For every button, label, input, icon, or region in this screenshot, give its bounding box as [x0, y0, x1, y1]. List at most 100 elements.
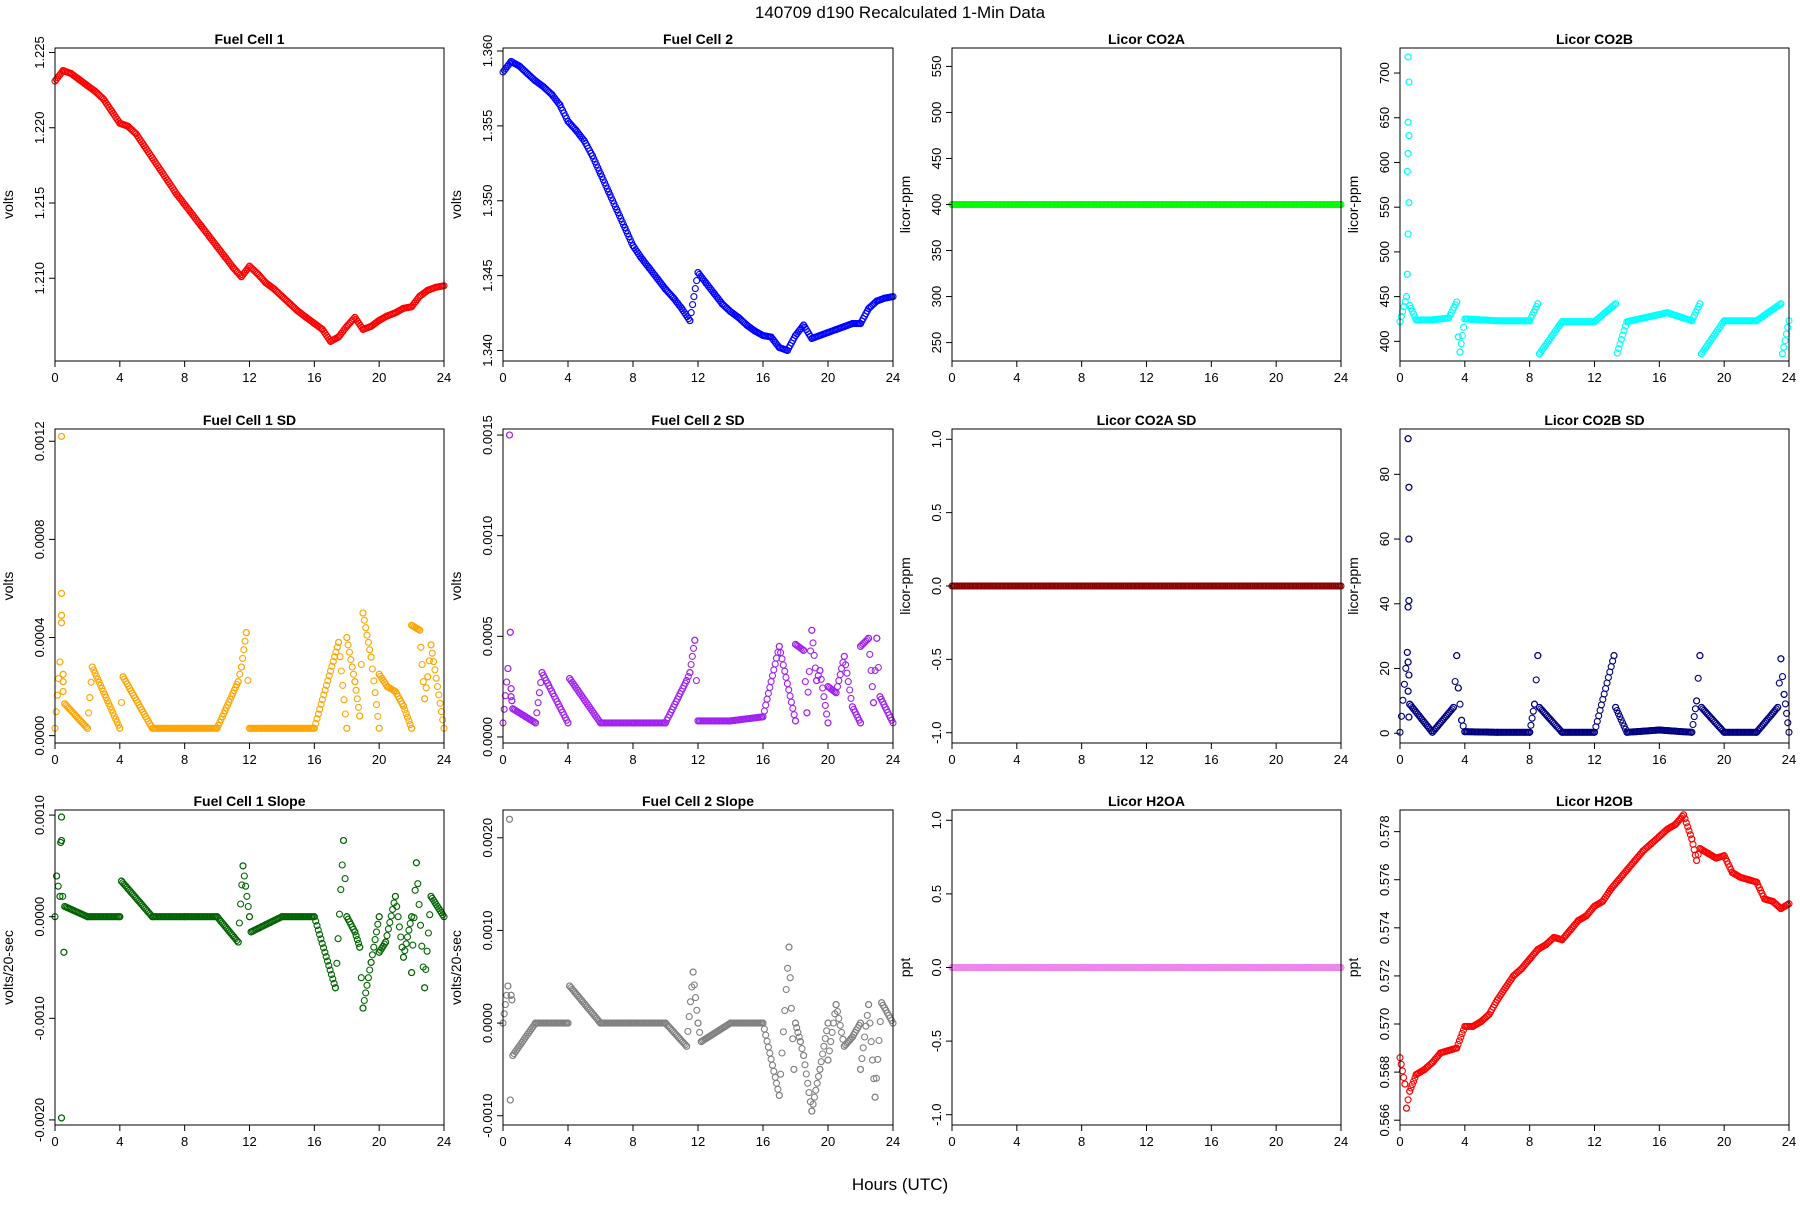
x-tick-label: 8: [181, 1134, 188, 1149]
chart-panel: Licor H2OA ppt 0 4 8 12 16 20 24 -1.0 -0.5 0.0 0.5 1.…: [897, 793, 1348, 1149]
chart-point: [56, 658, 64, 666]
chart-point: [403, 933, 412, 941]
chart-point: [349, 670, 358, 678]
chart-point: [1459, 722, 1467, 730]
chart-point: [235, 919, 243, 927]
chart-points: [51, 432, 448, 732]
chart-point: [1610, 301, 1618, 309]
chart-point: [1696, 300, 1704, 308]
chart-point: [418, 942, 426, 950]
y-tick-label: 450: [929, 148, 944, 170]
chart-point: [844, 678, 852, 686]
y-tick-label: 450: [1377, 286, 1392, 308]
chart-point: [500, 705, 508, 713]
chart-title: Licor CO2B SD: [1544, 412, 1644, 428]
chart-point: [767, 1055, 775, 1063]
chart-point: [374, 712, 382, 720]
chart-point: [422, 684, 430, 692]
x-tick-label: 24: [1782, 1134, 1796, 1149]
chart-point: [356, 712, 364, 720]
chart-point: [416, 921, 425, 929]
chart-point: [866, 650, 874, 658]
chart-point: [424, 929, 432, 937]
chart-point: [1693, 697, 1701, 705]
chart-point: [1453, 652, 1461, 660]
chart-point: [359, 1004, 367, 1012]
chart-point: [782, 673, 790, 681]
chart-point: [399, 953, 408, 961]
chart-point: [366, 646, 374, 654]
y-tick-label: 1.220: [32, 111, 47, 144]
chart-point: [1401, 298, 1409, 306]
chart-point: [426, 911, 434, 919]
chart-title: Licor H2OB: [1556, 793, 1633, 809]
chart-panel: Licor CO2A SD licor-ppm 0 4 8 12 16 20 24 -1.0 -0.…: [897, 412, 1348, 767]
chart-point: [762, 1031, 770, 1039]
chart-point: [779, 1028, 787, 1036]
chart-point: [869, 699, 878, 707]
chart-point: [847, 694, 855, 702]
chart-title: Fuel Cell 2 Slope: [642, 793, 754, 809]
x-tick-label: 20: [372, 752, 386, 767]
chart-point: [406, 721, 414, 729]
chart-point: [352, 686, 360, 694]
chart-point: [59, 670, 67, 678]
chart-point: [783, 680, 791, 688]
x-tick-label: 24: [1334, 752, 1348, 767]
y-axis-label: licor-ppm: [1345, 176, 1361, 234]
chart-point: [1689, 720, 1697, 729]
plot-frame: [1399, 809, 1790, 1126]
chart-point: [809, 639, 817, 647]
chart-panel: Licor CO2A licor-ppm 0 4 8 12 16 20 24 250 300 350 4…: [897, 31, 1348, 385]
x-tick-label: 4: [1013, 752, 1020, 767]
chart-point: [333, 959, 341, 967]
chart-point: [694, 1019, 702, 1027]
y-tick-label: 0.0012: [32, 421, 47, 461]
chart-point: [397, 933, 405, 941]
chart-point: [861, 1033, 869, 1041]
chart-point: [1404, 435, 1412, 443]
x-tick-label: 20: [821, 1134, 835, 1149]
x-tick-label: 20: [1269, 1134, 1283, 1149]
x-tick-label: 24: [1334, 370, 1348, 385]
chart-point: [505, 431, 514, 439]
chart-point: [1686, 831, 1694, 839]
chart-point: [820, 693, 828, 701]
chart-point: [1784, 323, 1792, 331]
plot-frame: [502, 809, 894, 1126]
plot-frame: [54, 428, 445, 744]
y-tick-label: 20: [1377, 661, 1392, 675]
chart-point: [1405, 597, 1413, 605]
chart-point: [863, 1011, 871, 1019]
plot-frame: [1399, 47, 1790, 362]
chart-point: [1781, 337, 1789, 345]
x-tick-label: 16: [307, 370, 321, 385]
chart-point: [375, 913, 383, 921]
chart-point: [772, 1079, 781, 1087]
chart-point: [1613, 349, 1621, 357]
x-tick-label: 8: [181, 370, 188, 385]
x-tick-label: 20: [1717, 1134, 1731, 1149]
chart-point: [696, 1028, 704, 1036]
y-tick-label: -0.0010: [32, 996, 47, 1040]
chart-point: [372, 701, 381, 709]
chart-point: [819, 1050, 827, 1058]
y-tick-label: -0.5: [929, 1030, 944, 1052]
x-tick-label: 4: [1461, 752, 1468, 767]
x-tick-label: 4: [1013, 370, 1020, 385]
chart-point: [375, 724, 383, 732]
chart-point: [57, 589, 66, 597]
chart-point: [245, 913, 254, 921]
chart-points: [499, 815, 897, 1115]
chart-point: [804, 1079, 812, 1087]
chart-point: [1460, 323, 1468, 331]
chart-point: [871, 1093, 879, 1101]
chart-point: [1684, 823, 1692, 831]
y-tick-label: 40: [1377, 597, 1392, 611]
y-tick-label: 0.0010: [32, 795, 47, 835]
chart-point: [785, 686, 793, 694]
plot-frame: [502, 428, 894, 744]
y-tick-label: 80: [1377, 467, 1392, 481]
y-tick-label: 0.0000: [32, 897, 47, 937]
chart-point: [419, 678, 427, 686]
